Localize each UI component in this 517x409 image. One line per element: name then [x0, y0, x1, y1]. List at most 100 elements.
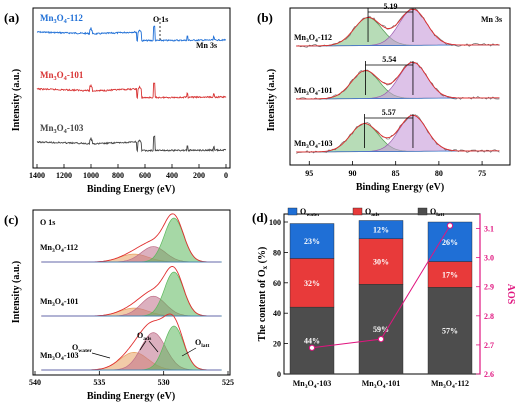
panel-a-frame — [32, 7, 231, 169]
d-category-0: Mn3O4-103 — [293, 379, 332, 390]
b-splitting-2: 5.57 — [382, 108, 396, 117]
d-legend-label-0-sub: water — [306, 212, 320, 218]
d-legend-swatch-0 — [287, 207, 298, 216]
d-category-2: Mn3O4-112 — [431, 379, 469, 390]
d-category-1-mid: O — [377, 379, 383, 388]
d-legend-swatch-2 — [417, 207, 428, 216]
b-series-label-1-s2: 4 — [315, 91, 318, 97]
b-series-label-2: Mn3O4-103 — [294, 139, 333, 150]
c-series-label-2: Mn3O4-103 — [40, 351, 79, 362]
c-series-label-0-tail: -112 — [64, 243, 78, 252]
d-legend-label-2: Olatt — [430, 207, 444, 218]
c-label-latt-sub: latt — [201, 343, 209, 349]
a-series-label-1-mid: O — [57, 70, 64, 80]
b-series-label-2-base: Mn — [294, 139, 307, 148]
c-series-label-0-s2: 4 — [61, 248, 64, 254]
b-splitting-1: 5.54 — [382, 55, 396, 64]
a-xtick-label: 400 — [166, 171, 178, 180]
b-series-label-0-s2: 4 — [315, 38, 318, 44]
a-series-label-2-s1: 3 — [54, 128, 57, 135]
c-pointer-water — [91, 352, 111, 359]
panel-d-label: (d) — [252, 210, 268, 225]
a-series-label-0-s2: 4 — [64, 18, 68, 25]
d-aos-point-1 — [377, 335, 385, 343]
a-series-0 — [36, 25, 227, 43]
d-legend-label-0: Owater — [300, 207, 320, 218]
c-xtick-label: 530 — [158, 378, 170, 387]
c-label-ads: Oads — [137, 331, 152, 342]
panel-c-ylabel: Intensity (a.u.) — [11, 261, 22, 324]
a-series-label-2-s2: 4 — [64, 128, 68, 135]
b-fit-0 — [296, 8, 500, 47]
c-pointer-ads-a — [139, 340, 147, 351]
c-xtick-label: 540 — [29, 378, 41, 387]
d-bar-0-2 — [427, 287, 473, 375]
d-category-1-tail: -101 — [386, 379, 401, 388]
b-series-label-1-mid: O — [309, 86, 315, 95]
c-series-label-1-base: Mn — [40, 297, 53, 306]
panel-d-ylabel-left: The content of Ox (%) — [257, 247, 269, 342]
panel-a-ylabel: Intensity (a.u.) — [11, 69, 22, 132]
panel-c-label: (c) — [4, 212, 18, 227]
a-series-1 — [36, 82, 227, 100]
c-series-label-1-mid: O — [55, 297, 61, 306]
panel-a: (a) Intensity (a.u.) Binding Energy (eV)… — [4, 7, 231, 195]
b-series-label-0-base: Mn — [294, 33, 307, 42]
c-series-label-1: Mn3O4-101 — [40, 297, 79, 308]
c-pointer-latt — [181, 347, 197, 357]
c-series-label-0-s1: 3 — [52, 248, 55, 254]
d-ytick-right-label: 3.1 — [484, 225, 494, 234]
d-bar-2-1 — [358, 220, 404, 239]
d-bar-2-0 — [289, 223, 335, 259]
d-bar-0-1 — [358, 284, 404, 375]
d-ytick-right-label: 2.7 — [484, 341, 494, 350]
d-legend-label-1: Oads — [365, 207, 380, 218]
d-bar-1-2 — [427, 261, 473, 288]
d-category-2-tail: -112 — [455, 379, 469, 388]
c-series-label-0-mid: O — [55, 243, 61, 252]
d-legend-label-0-base: O — [300, 207, 306, 216]
d-category-1-base: Mn — [362, 379, 375, 388]
d-bar-label-2-1: 12% — [373, 226, 389, 235]
b-series-label-0-mid: O — [309, 33, 315, 42]
peak-label-mn3s: Mn 3s — [196, 41, 217, 50]
d-bar-1-0 — [289, 258, 335, 308]
b-series-label-0-s1: 3 — [306, 38, 309, 44]
a-series-label-1-tail: -101 — [67, 70, 84, 80]
a-series-label-2-base: Mn — [40, 123, 54, 133]
panel-b-xlabel: Binding Energy (eV) — [356, 182, 444, 193]
ylabel-left-sub: x — [261, 265, 269, 269]
b-series-label-1-s1: 3 — [306, 91, 309, 97]
c-series-label-1-s2: 4 — [61, 302, 64, 308]
d-bar-label-0-2: 57% — [442, 327, 458, 336]
d-legend-label-2-base: O — [430, 207, 436, 216]
d-category-1: Mn3O4-101 — [362, 379, 401, 390]
c-series-label-2-s1: 3 — [52, 356, 55, 362]
d-ytick-left-label: 20 — [273, 340, 281, 349]
d-ytick-left-label: 60 — [273, 279, 281, 288]
d-ytick-left-label: 80 — [273, 248, 281, 257]
c-label-latt-base: O — [195, 338, 201, 347]
d-category-2-s1: 3 — [443, 384, 446, 390]
d-ytick-left-label: 0 — [277, 370, 281, 379]
d-ytick-right-label: 3.0 — [484, 254, 494, 263]
d-bar-label-1-2: 17% — [442, 270, 458, 279]
peak-label-o1s: O 1s — [153, 15, 168, 24]
a-series-label-1-s2: 4 — [64, 75, 68, 82]
a-series-label-0-tail: -112 — [67, 13, 84, 23]
a-series-label-1-s1: 3 — [54, 75, 57, 82]
b-series-label-0-tail: -112 — [318, 33, 332, 42]
a-xtick-label: 200 — [193, 171, 205, 180]
panel-a-xlabel: Binding Energy (eV) — [87, 184, 175, 195]
b-fit-1 — [296, 61, 500, 100]
a-series-label-1-base: Mn — [40, 70, 54, 80]
d-category-0-s2: 4 — [314, 384, 317, 390]
b-xtick-label: 80 — [435, 169, 443, 178]
panel-c: (c) O 1s Intensity (a.u.) Binding Energy… — [4, 209, 234, 402]
d-category-1-s2: 4 — [383, 384, 386, 390]
a-series-label-0-base: Mn — [40, 13, 54, 23]
c-series-label-0: Mn3O4-112 — [40, 243, 78, 254]
a-xtick-label: 1200 — [56, 171, 72, 180]
d-category-0-base: Mn — [293, 379, 306, 388]
d-bar-label-0-0: 44% — [304, 337, 320, 346]
